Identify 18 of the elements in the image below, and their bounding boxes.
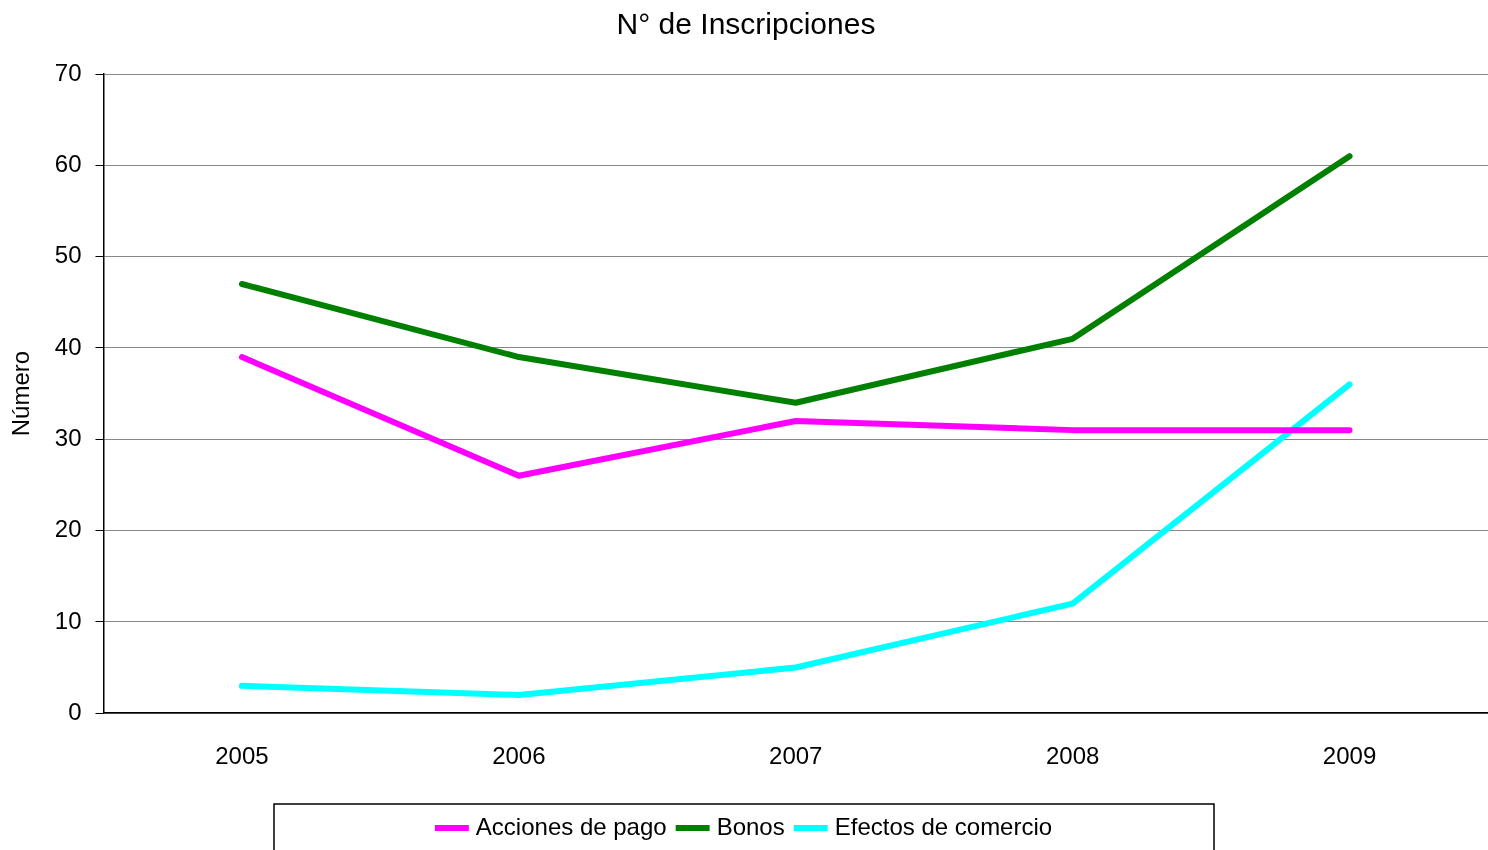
y-tick-label: 0	[68, 697, 82, 725]
y-tick-label: 50	[54, 241, 82, 269]
chart-title: N° de Inscripciones	[616, 7, 876, 41]
y-tick-label: 60	[54, 149, 82, 177]
y-tick-label: 30	[54, 423, 82, 451]
x-tick-label: 2009	[1322, 742, 1377, 770]
legend-label: Acciones de pago	[475, 812, 667, 840]
y-tick-label: 20	[54, 515, 82, 543]
x-tick-label: 2005	[215, 742, 269, 770]
y-tick-label: 10	[54, 606, 82, 634]
y-tick-label: 40	[54, 332, 82, 360]
x-tick-label: 2006	[492, 742, 546, 770]
x-tick-label: 2007	[769, 742, 823, 770]
x-tick-label: 2008	[1045, 742, 1100, 770]
y-tick-label: 70	[54, 58, 82, 86]
legend-label: Bonos	[716, 812, 785, 840]
legend-label: Efectos de comercio	[834, 812, 1053, 840]
y-axis-title: Número	[7, 350, 35, 437]
